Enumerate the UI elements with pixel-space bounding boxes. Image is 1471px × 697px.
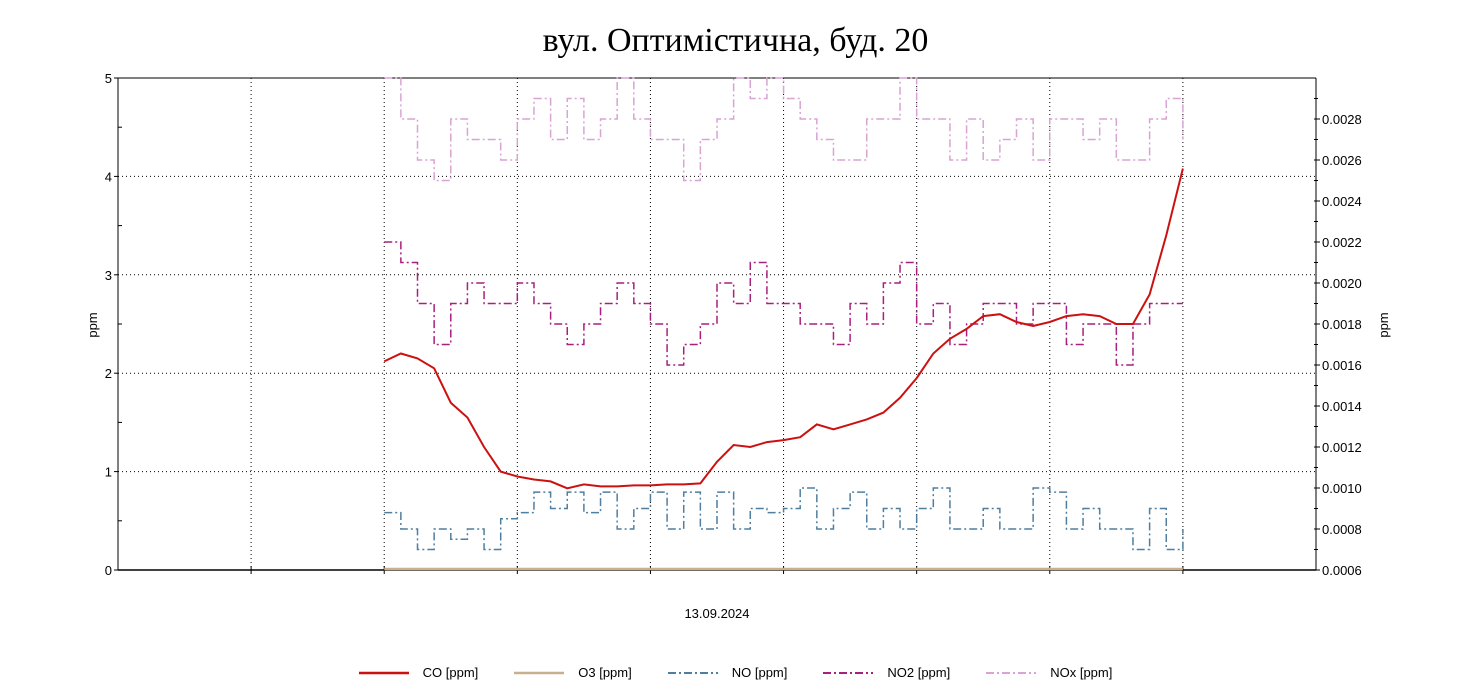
left-axis-label: ppm — [85, 312, 100, 337]
series-line-no — [384, 487, 1184, 551]
right-tick-label: 0.0024 — [1322, 194, 1362, 209]
series-line-no2 — [384, 241, 1183, 366]
series-line-co — [383, 168, 1184, 490]
right-tick-label: 0.0008 — [1322, 522, 1362, 537]
legend-label: O3 [ppm] — [578, 665, 632, 680]
legend-label: NO [ppm] — [731, 665, 788, 680]
legend-item: CO [ppm] — [358, 665, 479, 680]
legend-item: NOx [ppm] — [986, 665, 1112, 680]
legend-item: NO [ppm] — [667, 665, 788, 680]
right-tick-label: 0.0006 — [1322, 563, 1362, 578]
right-tick-label: 0.0012 — [1322, 440, 1362, 455]
right-tick-label: 0.0016 — [1322, 358, 1362, 373]
right-tick-label: 0.0026 — [1322, 153, 1362, 168]
right-tick-label: 0.0014 — [1322, 399, 1362, 414]
chart-title: вул. Оптимістична, буд. 20 — [542, 22, 929, 59]
left-tick-label: 5 — [105, 71, 112, 86]
left-tick-label: 3 — [105, 268, 112, 283]
legend-swatch — [514, 671, 565, 674]
legend-label: NOx [ppm] — [1050, 665, 1113, 680]
legend: CO [ppm] O3 [ppm] NO [ppm] NO2 [ppm] NOx [pp… — [0, 665, 1471, 680]
x-axis-label: 13.09.2024 — [684, 606, 749, 621]
legend-swatch — [823, 671, 874, 674]
right-axis-label: ppm — [1376, 312, 1391, 337]
left-tick-label: 2 — [105, 366, 112, 381]
right-tick-label: 0.0020 — [1322, 276, 1362, 291]
left-tick-label: 1 — [105, 465, 112, 480]
legend-swatch — [358, 671, 409, 674]
legend-swatch — [986, 671, 1037, 674]
series-line-nox — [384, 77, 1184, 182]
legend-item: NO2 [ppm] — [823, 665, 950, 680]
legend-label: CO [ppm] — [422, 665, 479, 680]
right-tick-label: 0.0010 — [1322, 481, 1362, 496]
legend-label: NO2 [ppm] — [887, 665, 951, 680]
left-tick-label: 4 — [105, 169, 112, 184]
legend-swatch — [667, 671, 718, 674]
right-tick-label: 0.0028 — [1322, 112, 1362, 127]
legend-item: O3 [ppm] — [514, 665, 632, 680]
right-tick-label: 0.0022 — [1322, 235, 1362, 250]
left-tick-label: 0 — [105, 563, 112, 578]
right-tick-label: 0.0018 — [1322, 317, 1362, 332]
